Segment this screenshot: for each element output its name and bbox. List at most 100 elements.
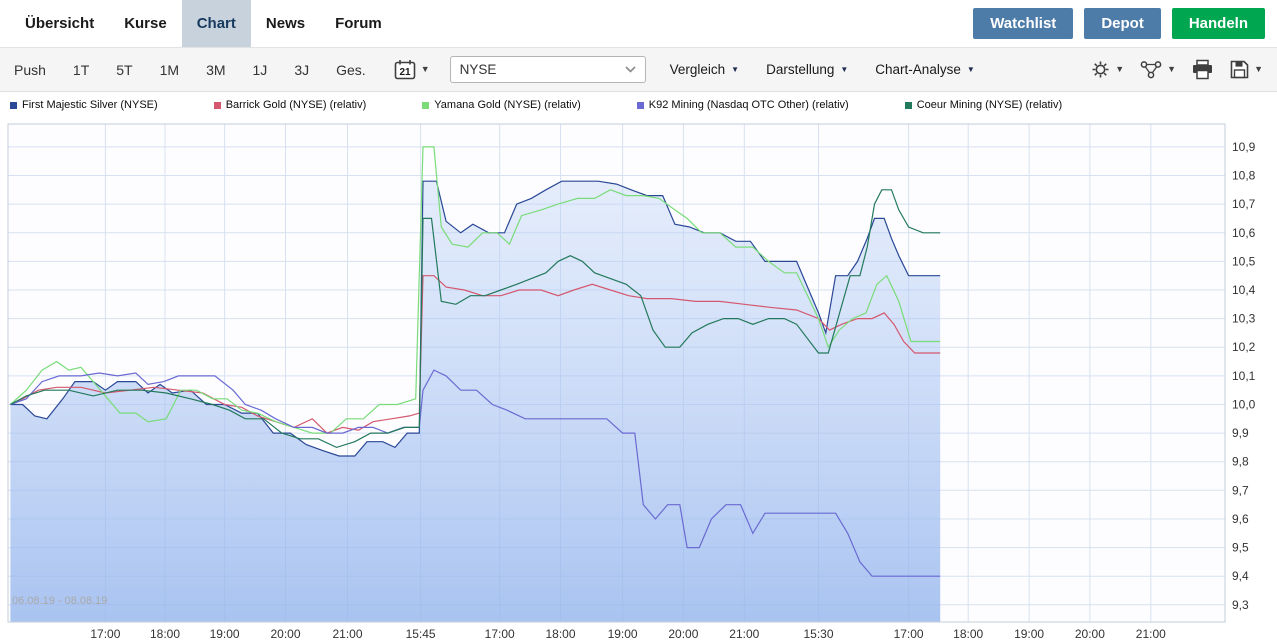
menu-chart-analyse[interactable]: Chart-Analyse ▼ bbox=[875, 62, 974, 77]
y-axis-label: 10,9 bbox=[1232, 140, 1256, 154]
y-axis-label: 10,3 bbox=[1232, 312, 1256, 326]
y-axis-label: 10,7 bbox=[1232, 197, 1256, 211]
chart-area: 10,9 10,8 10,7 10,6 10,5 10,4 10,3 10,2 10,1 10,0… bbox=[0, 118, 1277, 641]
y-axis-label: 10,5 bbox=[1232, 254, 1256, 268]
y-axis-label: 10,0 bbox=[1232, 398, 1256, 412]
legend-item-yamana-gold-nyse-relativ[interactable]: Yamana Gold (NYSE) (relativ) bbox=[422, 99, 581, 111]
top-nav: Übersicht Kurse Chart News Forum Watchlist De… bbox=[0, 0, 1277, 48]
y-axis-label: 9,5 bbox=[1232, 541, 1249, 555]
range-5t[interactable]: 5T bbox=[116, 61, 133, 78]
price-chart[interactable]: 10,9 10,8 10,7 10,6 10,5 10,4 10,3 10,2 10,1 10,0… bbox=[0, 118, 1277, 641]
range-push[interactable]: Push bbox=[14, 61, 46, 78]
x-axis-label: 19:00 bbox=[210, 627, 240, 641]
series-yamana-gold-nyse-relativ bbox=[9, 146, 941, 434]
handeln-button[interactable]: Handeln bbox=[1171, 8, 1265, 39]
x-axis-label: 21:00 bbox=[332, 627, 362, 641]
chevron-down-icon: ▼ bbox=[840, 65, 849, 74]
calendar-button[interactable]: 21 ▼ bbox=[393, 59, 430, 81]
x-axis-label: 20:00 bbox=[1075, 627, 1105, 641]
chevron-down-icon: ▼ bbox=[731, 65, 740, 74]
x-axis-label: 19:00 bbox=[608, 627, 638, 641]
legend-item-first-majestic-silver-nyse[interactable]: First Majestic Silver (NYSE) bbox=[10, 99, 158, 111]
legend-item-barrick-gold-nyse-relativ[interactable]: Barrick Gold (NYSE) (relativ) bbox=[213, 99, 367, 111]
exchange-select[interactable]: NYSE bbox=[449, 56, 646, 83]
x-axis-label: 20:00 bbox=[668, 627, 698, 641]
legend-item-coeur-mining-nyse-relativ[interactable]: Coeur Mining (NYSE) (relativ) bbox=[904, 99, 1063, 111]
x-axis-label: 18:00 bbox=[150, 627, 180, 641]
menu-label: Darstellung bbox=[766, 62, 835, 77]
chevron-down-icon: ▼ bbox=[1254, 64, 1263, 74]
range-3m[interactable]: 3M bbox=[206, 61, 226, 78]
y-axis-label: 10,4 bbox=[1232, 283, 1256, 297]
legend-label: Barrick Gold (NYSE) (relativ) bbox=[225, 99, 367, 111]
depot-button[interactable]: Depot bbox=[1084, 8, 1161, 39]
nav-actions: Watchlist Depot Handeln bbox=[973, 0, 1277, 47]
x-axis-label: 17:00 bbox=[894, 627, 924, 641]
nav-tabs: Übersicht Kurse Chart News Forum bbox=[10, 0, 397, 47]
menu-darstellung[interactable]: Darstellung ▼ bbox=[766, 62, 848, 77]
nav-tab-forum[interactable]: Forum bbox=[335, 15, 382, 32]
x-axis-label: 21:00 bbox=[1136, 627, 1166, 641]
y-axis-label: 10,1 bbox=[1232, 369, 1256, 383]
indicators-button[interactable]: ▼ bbox=[1139, 59, 1176, 80]
legend-item-k92-mining-nasdaq-otc-other-relativ[interactable]: K92 Mining (Nasdaq OTC Other) (relativ) bbox=[636, 99, 849, 111]
range-1t[interactable]: 1T bbox=[72, 61, 90, 78]
y-axis-label: 9,7 bbox=[1232, 483, 1249, 497]
print-button[interactable] bbox=[1191, 59, 1214, 80]
x-axis-label: 15:45 bbox=[406, 627, 436, 641]
calendar-day: 21 bbox=[399, 67, 411, 78]
chevron-down-icon bbox=[625, 66, 636, 73]
chart-legend: First Majestic Silver (NYSE) Barrick Gold… bbox=[0, 92, 1277, 118]
range-selector: Push 1T 5T 1M 3M 1J 3J Ges. bbox=[14, 62, 393, 78]
x-axis-label: 18:00 bbox=[545, 627, 575, 641]
menu-label: Vergleich bbox=[669, 62, 726, 77]
range-3j[interactable]: 3J bbox=[294, 61, 310, 78]
exchange-select-value: NYSE bbox=[459, 62, 497, 77]
y-axis-label: 10,2 bbox=[1232, 340, 1256, 354]
calendar-icon: 21 bbox=[394, 59, 415, 79]
range-ges[interactable]: Ges. bbox=[336, 61, 366, 78]
range-1m[interactable]: 1M bbox=[159, 61, 180, 78]
area-fill bbox=[10, 181, 941, 622]
chevron-down-icon: ▼ bbox=[420, 64, 430, 74]
series-coeur-mining-nyse-relativ bbox=[10, 189, 941, 449]
gear-icon bbox=[1092, 61, 1109, 78]
x-axis-label: 17:00 bbox=[485, 627, 515, 641]
x-axis-label: 18:00 bbox=[953, 627, 983, 641]
chevron-down-icon: ▼ bbox=[1115, 64, 1125, 74]
nav-tab-ubersicht[interactable]: Übersicht bbox=[25, 15, 95, 32]
legend-swatch bbox=[904, 101, 912, 109]
y-axis-label: 9,3 bbox=[1232, 598, 1249, 612]
legend-label: First Majestic Silver (NYSE) bbox=[22, 99, 158, 111]
y-axis-label: 9,8 bbox=[1232, 455, 1249, 469]
legend-label: Yamana Gold (NYSE) (relativ) bbox=[434, 99, 581, 111]
legend-swatch bbox=[636, 101, 644, 109]
x-axis-label: 15:30 bbox=[803, 627, 833, 641]
y-axis-label: 10,6 bbox=[1232, 226, 1256, 240]
indicators-icon bbox=[1140, 61, 1162, 79]
series-first-majestic-silver-nyse bbox=[10, 180, 941, 457]
menu-label: Chart-Analyse bbox=[875, 62, 961, 77]
legend-swatch bbox=[422, 101, 430, 109]
y-axis-label: 9,9 bbox=[1232, 426, 1249, 440]
legend-swatch bbox=[213, 101, 221, 109]
x-axis-label: 17:00 bbox=[90, 627, 120, 641]
menu-vergleich[interactable]: Vergleich ▼ bbox=[670, 62, 739, 77]
y-axis-label: 10,8 bbox=[1232, 169, 1256, 183]
watchlist-button[interactable]: Watchlist bbox=[973, 8, 1074, 39]
plot-border bbox=[7, 123, 1226, 623]
chevron-down-icon: ▼ bbox=[966, 65, 975, 74]
nav-tab-chart[interactable]: Chart bbox=[181, 0, 251, 47]
series-barrick-gold-nyse-relativ bbox=[10, 275, 941, 434]
y-axis-label: 9,6 bbox=[1232, 512, 1249, 526]
legend-label: Coeur Mining (NYSE) (relativ) bbox=[916, 99, 1063, 111]
series-k92-mining-nasdaq-otc-other-relativ bbox=[10, 369, 941, 577]
legend-swatch bbox=[10, 101, 17, 109]
settings-button[interactable]: ▼ bbox=[1090, 59, 1124, 80]
nav-tab-news[interactable]: News bbox=[265, 15, 306, 32]
range-1j[interactable]: 1J bbox=[252, 61, 268, 78]
save-button[interactable]: ▼ bbox=[1229, 59, 1263, 80]
nav-tab-kurse[interactable]: Kurse bbox=[124, 15, 167, 32]
x-axis-label: 20:00 bbox=[270, 627, 300, 641]
legend-label: K92 Mining (Nasdaq OTC Other) (relativ) bbox=[648, 99, 849, 111]
